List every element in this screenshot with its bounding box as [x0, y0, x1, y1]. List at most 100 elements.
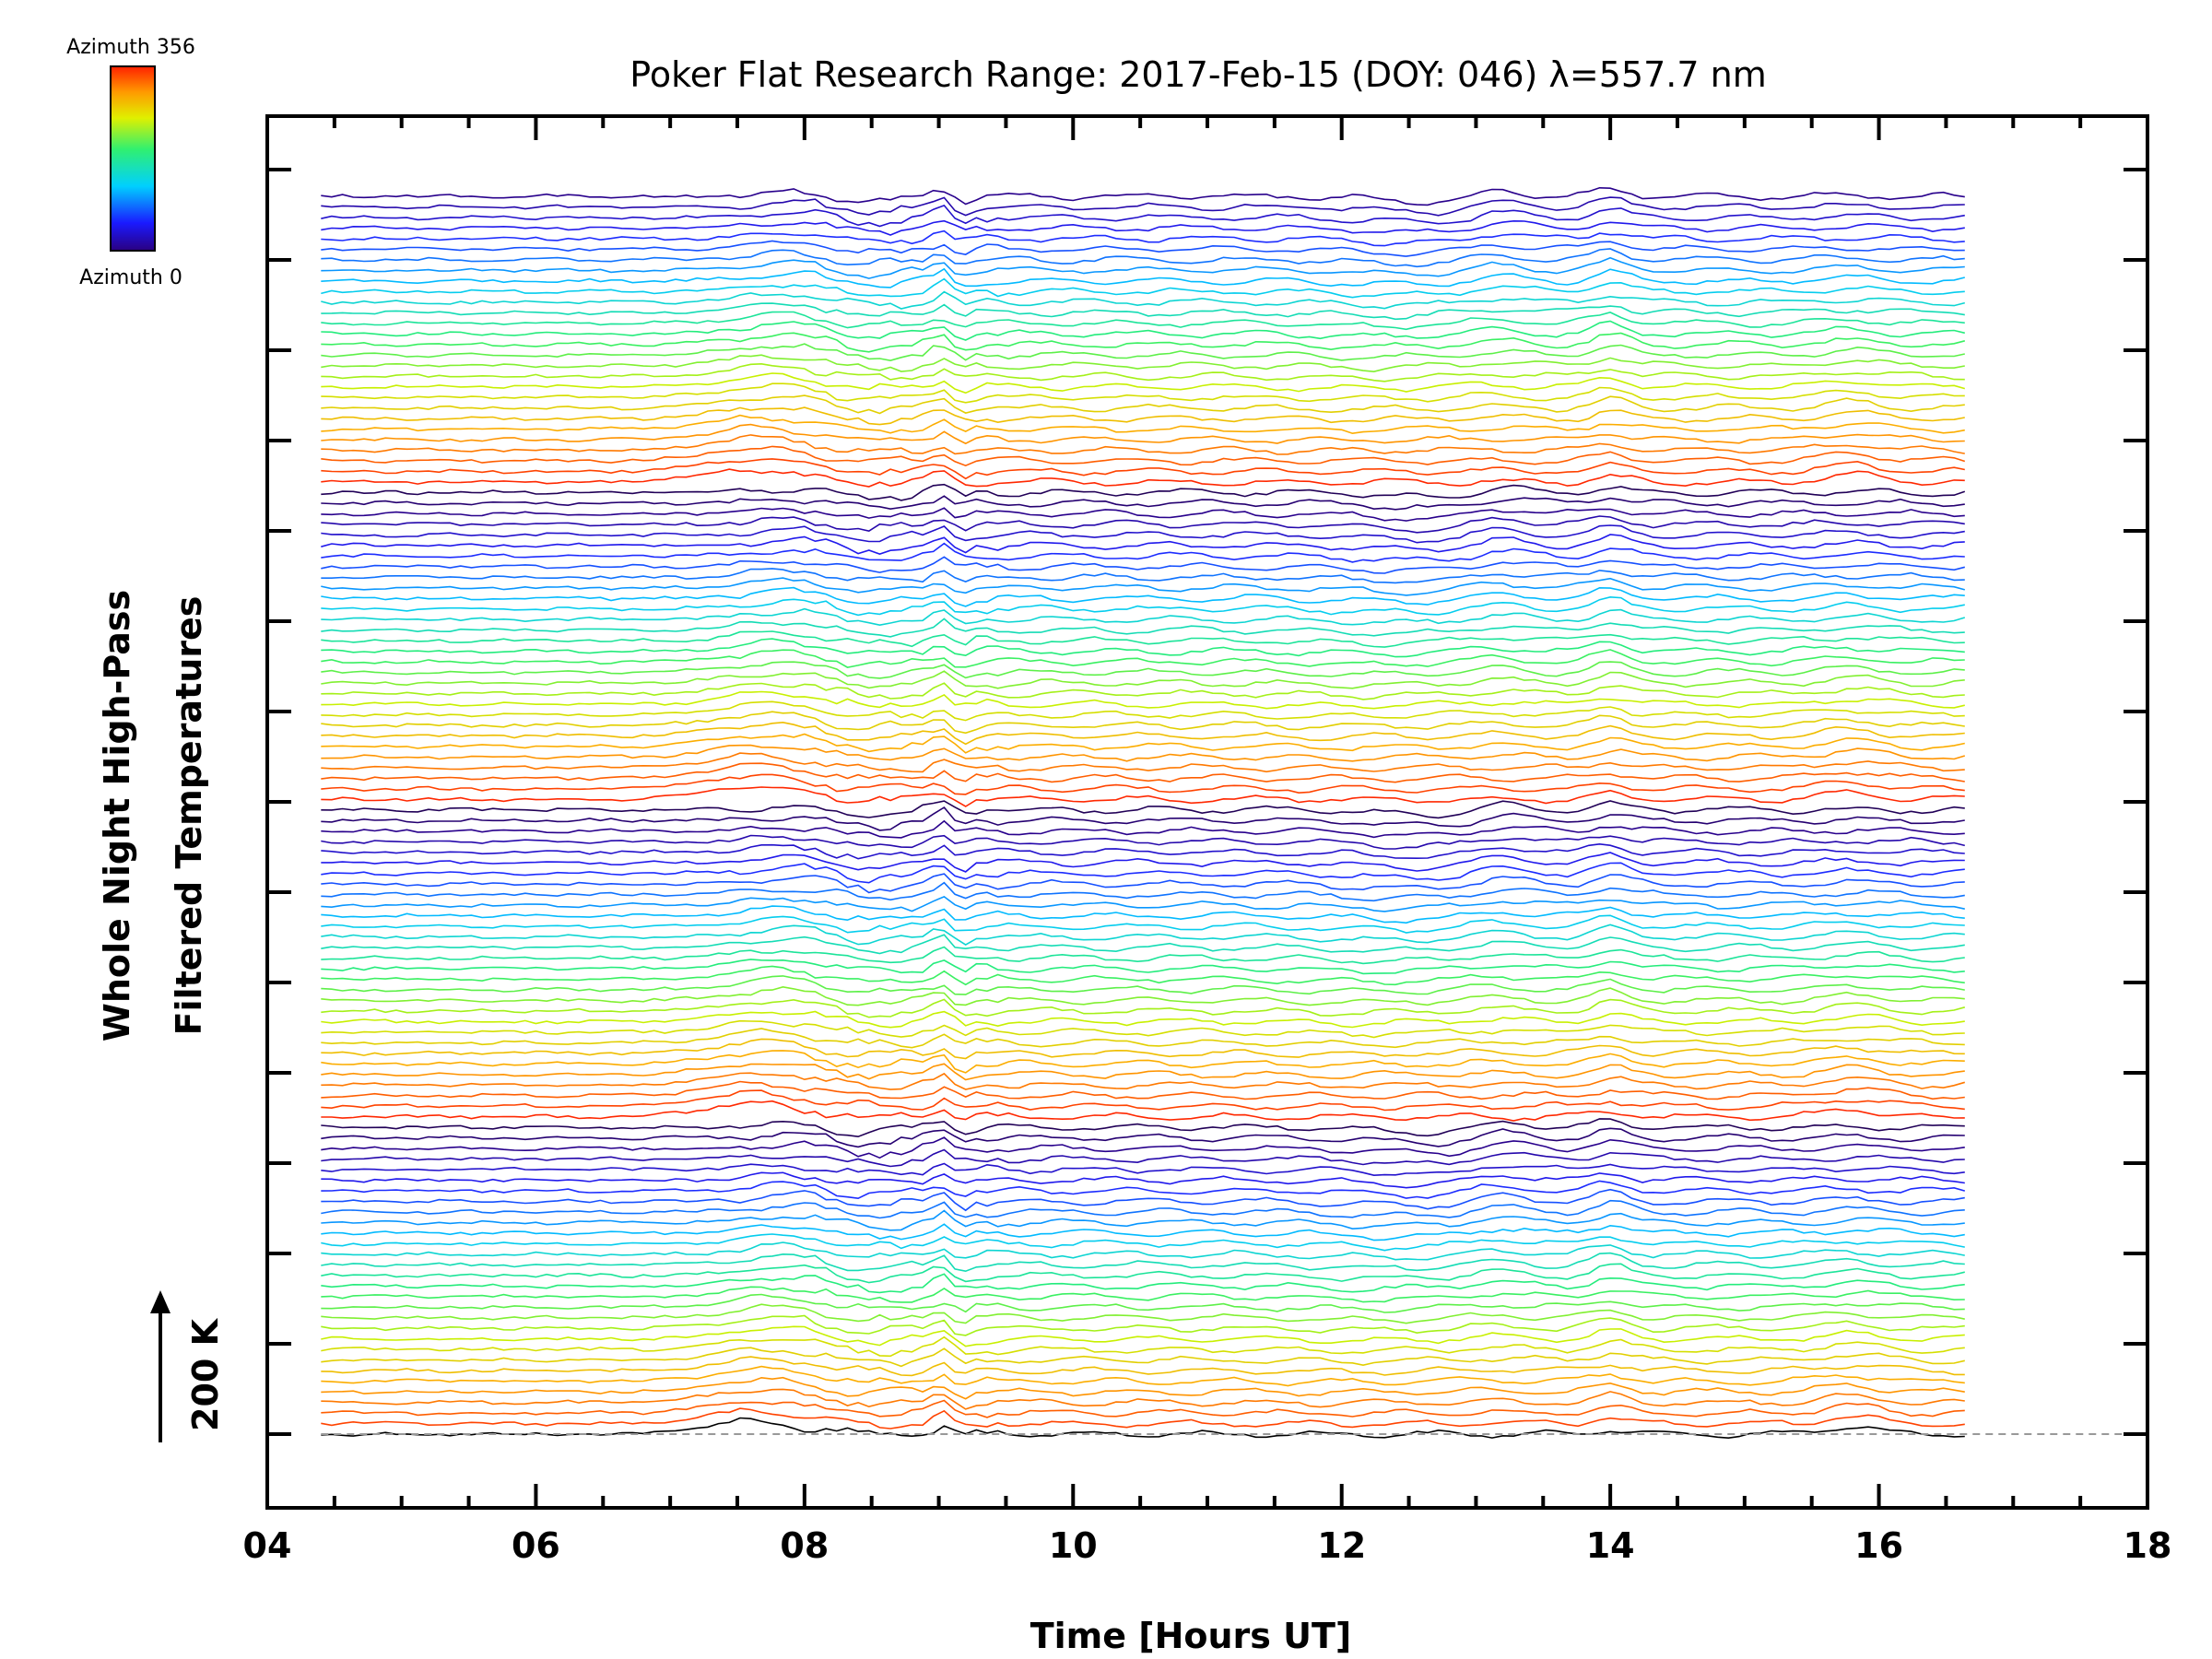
azimuth-series-line [321, 924, 1965, 947]
azimuth-series-line [321, 290, 1966, 310]
azimuth-series-line [321, 248, 1965, 268]
azimuth-series-line [321, 800, 1965, 819]
azimuth-series-line [321, 229, 1965, 247]
azimuth-series-line [321, 586, 1965, 607]
azimuth-series-line [321, 762, 1965, 783]
azimuth-series-line [321, 1010, 1965, 1029]
scale-bar: 200 K [150, 1290, 226, 1442]
azimuth-series-line [321, 682, 1965, 700]
azimuth-series-line [321, 1050, 1965, 1074]
azimuth-series-line [321, 568, 1965, 584]
azimuth-series-line [321, 630, 1965, 648]
x-tick-label: 10 [1049, 1525, 1098, 1566]
azimuth-series-line [321, 1148, 1965, 1168]
azimuth-series-line [321, 1019, 1965, 1039]
azimuth-series-line [321, 607, 1966, 627]
y-axis-label-line1: Whole Night High-Pass [97, 590, 137, 1041]
azimuth-series-line [321, 934, 1965, 955]
azimuth-series-line [321, 1127, 1965, 1148]
colorbar-top-label: Azimuth 356 [66, 36, 195, 59]
azimuth-series-line [321, 1209, 1965, 1231]
x-tick-label: 08 [780, 1525, 829, 1566]
x-tick-label: 16 [1854, 1525, 1903, 1566]
azimuth-series-line [321, 186, 1965, 206]
azimuth-series-line [321, 302, 1965, 321]
azimuth-series-line [321, 204, 1965, 228]
azimuth-series-line [321, 1303, 1965, 1324]
azimuth-series-line [321, 311, 1965, 331]
azimuth-series-line [321, 343, 1965, 362]
azimuth-series-line [321, 711, 1965, 735]
azimuth-series-line [321, 752, 1965, 773]
azimuth-series-line [321, 881, 1965, 902]
azimuth-series-line [321, 946, 1965, 965]
azimuth-series-line [321, 542, 1965, 563]
colorbar-bottom-label: Azimuth 0 [79, 266, 182, 289]
azimuth-series-line [321, 834, 1965, 850]
x-tick-labels: 04 06 08 10 12 14 16 18 [243, 1525, 2172, 1566]
azimuth-series-line [321, 1063, 1965, 1081]
azimuth-series-line [321, 354, 1965, 373]
azimuth-series-line [321, 1233, 1965, 1252]
azimuth-series-line [321, 873, 1965, 894]
azimuth-series-line [321, 1407, 1965, 1430]
azimuth-series-line [321, 965, 1965, 986]
azimuth-series-line [321, 661, 1965, 679]
x-tick-label: 06 [512, 1525, 560, 1566]
scale-bar-label: 200 K [185, 1317, 226, 1431]
azimuth-series-line [321, 406, 1965, 426]
azimuth-series-line [321, 507, 1965, 522]
azimuth-series-line [321, 1347, 1965, 1368]
azimuth-series-line [321, 277, 1965, 299]
azimuth-series-line [321, 806, 1965, 831]
azimuth-series-line [321, 1286, 1965, 1303]
azimuth-series-line [321, 483, 1966, 501]
azimuth-series-line [321, 1100, 1965, 1122]
azimuth-series-line [321, 862, 1965, 884]
azimuth-series-line [321, 852, 1965, 873]
azimuth-series-line [321, 1376, 1965, 1400]
azimuth-series-line [321, 515, 1965, 534]
azimuth-series-line [321, 468, 1965, 488]
azimuth-series-line [321, 1273, 1965, 1294]
azimuth-series-line [321, 744, 1966, 762]
x-tick-label: 04 [243, 1525, 292, 1566]
azimuth-series-line [321, 414, 1965, 435]
azimuth-series-line [321, 1136, 1965, 1159]
azimuth-series-line [321, 1028, 1965, 1049]
azimuth-series-line [321, 1263, 1965, 1284]
azimuth-series-line [321, 998, 1966, 1018]
azimuth-series-line [321, 773, 1965, 795]
azimuth-series-line [321, 256, 1965, 279]
azimuth-series-line [321, 267, 1965, 288]
x-axis-label: Time [Hours UT] [1030, 1616, 1352, 1656]
azimuth-series-line [321, 1223, 1965, 1241]
azimuth-series-line [321, 985, 1965, 1006]
azimuth-series-line [321, 819, 1965, 839]
axis-ticks [265, 116, 2149, 1508]
azimuth-series-line [321, 721, 1965, 746]
azimuth-series-line [321, 690, 1965, 710]
azimuth-series-line [321, 382, 1965, 404]
azimuth-series-line [321, 240, 1965, 257]
azimuth-series-line [321, 1335, 1965, 1358]
azimuth-series-line [321, 495, 1965, 511]
azimuth-series-line [321, 332, 1966, 353]
colorbar-gradient [110, 65, 156, 252]
azimuth-series-line [321, 1180, 1966, 1200]
azimuth-series-line [321, 556, 1966, 574]
azimuth-series-line [321, 1118, 1965, 1138]
azimuth-series-line [321, 670, 1965, 689]
azimuth-series-line [321, 458, 1965, 480]
azimuth-series-line [321, 434, 1965, 455]
azimuth-series-line [321, 196, 1965, 217]
azimuth-series-line [321, 842, 1965, 860]
azimuth-series-line [321, 1325, 1965, 1347]
x-tick-label: 12 [1317, 1525, 1366, 1566]
azimuth-series-line [321, 394, 1965, 415]
azimuth-series-line [321, 534, 1965, 555]
azimuth-series-line [321, 1199, 1965, 1219]
azimuth-series-line [321, 1314, 1965, 1336]
azimuth-series-line [321, 914, 1965, 934]
